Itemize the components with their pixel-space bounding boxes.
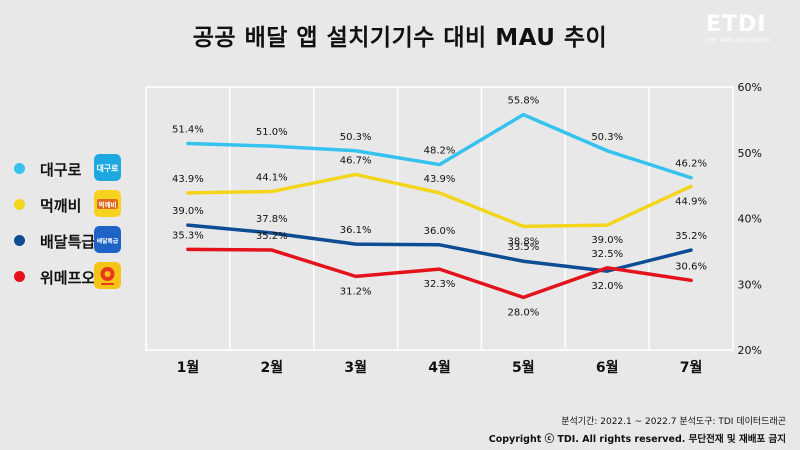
analysis-period: 분석기간: 2022.1 ~ 2022.7 분석도구: TDI 데이터드래곤 (561, 417, 786, 427)
daeguro-icon-text: 대구로 (96, 163, 119, 173)
data-label: 31.2% (340, 286, 372, 297)
data-label: 55.8% (507, 96, 539, 107)
daeguro-app-icon: 대구로 (94, 154, 121, 181)
meokkaebi-app-icon: 먹깨비 (94, 190, 121, 217)
data-label: 36.1% (340, 225, 372, 236)
plot-frame (145, 86, 734, 351)
legend-label: 위메프오 (40, 269, 96, 287)
y-tick-label: 40% (738, 213, 762, 226)
data-label: 32.5% (591, 249, 623, 260)
data-label: 43.9% (424, 174, 456, 185)
x-tick-label: 1월 (177, 359, 200, 376)
data-label: 35.3% (172, 230, 204, 241)
wemakepriceo-app-icon (94, 262, 121, 289)
tdi-logo: ETDI THE DATA INCUBATOR (706, 14, 786, 50)
data-label: 32.3% (424, 279, 456, 290)
legend-label: 대구로 (40, 161, 82, 179)
y-tick-label: 30% (738, 278, 762, 291)
data-label: 44.1% (256, 173, 288, 184)
x-tick-label: 3월 (344, 359, 367, 376)
data-label: 39.0% (591, 235, 623, 246)
data-label: 46.2% (675, 159, 707, 170)
legend-dot-meokkaebi (14, 199, 25, 210)
data-label: 38.8% (507, 236, 539, 247)
legend-item-meokkaebi: 먹깨비 먹깨비 (14, 190, 124, 220)
data-label: 32.0% (591, 281, 623, 292)
x-tick-label: 4월 (428, 359, 451, 376)
data-label: 28.0% (507, 307, 539, 318)
legend-label: 배달특급 (40, 233, 96, 251)
data-label: 30.6% (675, 261, 707, 272)
data-label: 35.2% (256, 231, 288, 242)
legend-dot-wemakepriceo (14, 271, 25, 282)
data-label: 43.9% (172, 174, 204, 185)
y-tick-label: 50% (738, 147, 762, 160)
data-label: 50.3% (340, 132, 372, 143)
data-label: 46.7% (340, 155, 372, 166)
legend-item-wemakepriceo: 위메프오 (14, 262, 124, 292)
data-label: 35.2% (675, 231, 707, 242)
x-tick-label: 5월 (512, 359, 535, 376)
logo-subtitle: THE DATA INCUBATOR (706, 38, 771, 44)
y-tick-label: 20% (738, 344, 762, 357)
data-label: 36.0% (424, 226, 456, 237)
y-tick-label: 60% (738, 81, 762, 94)
baedal-teukgeup-app-icon: 배달특급 (94, 226, 121, 253)
data-label: 33.5% (507, 242, 539, 253)
x-tick-label: 6월 (596, 359, 619, 376)
chart-title: 공공 배달 앱 설치기기수 대비 MAU 추이 (192, 25, 608, 51)
data-label: 48.2% (424, 146, 456, 157)
legend-label: 먹깨비 (40, 197, 82, 215)
data-label: 50.3% (591, 132, 623, 143)
data-label: 39.0% (172, 206, 204, 217)
x-tick-label: 2월 (260, 359, 283, 376)
data-label: 37.8% (256, 214, 288, 225)
data-label: 51.4% (172, 125, 204, 136)
legend-dot-baedal-teukgeup (14, 235, 25, 246)
legend-item-daeguro: 대구로 대구로 (14, 154, 124, 184)
legend-item-baedal-teukgeup: 배달특급 배달특급 (14, 226, 124, 256)
meokkaebi-icon-text: 먹깨비 (99, 200, 117, 209)
data-label: 44.9% (675, 196, 707, 207)
copyright-notice: Copyright ⓒ TDI. All rights reserved. 무단… (488, 434, 786, 445)
data-label: 51.0% (256, 127, 288, 138)
logo-mark: ETDI (706, 12, 767, 37)
x-tick-label: 7월 (680, 359, 703, 376)
baedal-teukgeup-icon-text: 배달특급 (97, 237, 119, 245)
legend-dot-daeguro (14, 163, 25, 174)
